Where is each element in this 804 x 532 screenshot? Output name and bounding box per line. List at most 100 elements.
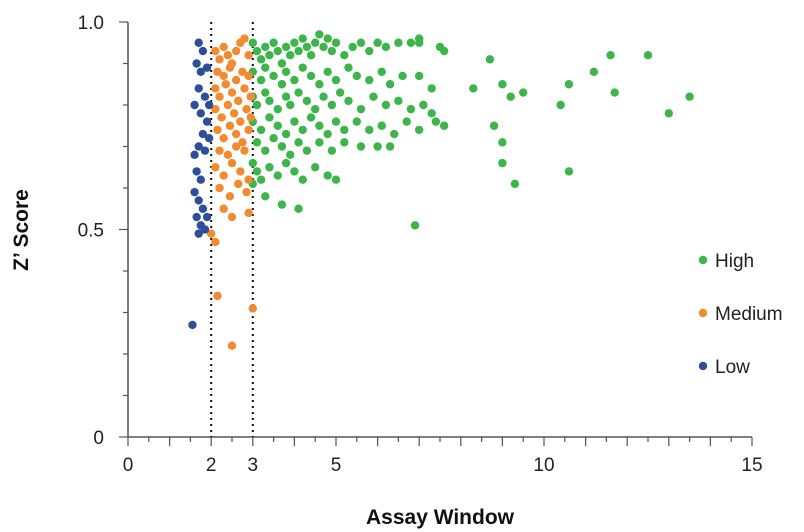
data-point <box>419 100 428 110</box>
data-point <box>213 125 222 135</box>
data-point <box>246 113 255 122</box>
data-point <box>489 121 499 130</box>
data-point <box>217 113 226 122</box>
data-point <box>244 125 253 135</box>
data-point <box>281 129 291 139</box>
data-point <box>315 138 324 147</box>
data-point <box>352 71 361 81</box>
data-point <box>211 237 220 247</box>
data-point <box>298 125 307 135</box>
data-point <box>215 146 224 155</box>
data-point <box>273 46 282 56</box>
data-point <box>498 80 507 89</box>
legend-label-medium: Medium <box>715 304 783 325</box>
data-point <box>215 55 224 64</box>
data-point <box>564 80 574 89</box>
reference-lines <box>210 22 254 437</box>
data-point <box>227 212 237 222</box>
data-point <box>207 229 216 238</box>
data-point <box>223 150 233 159</box>
data-point <box>431 117 441 126</box>
data-point <box>294 138 303 147</box>
data-point <box>385 80 395 89</box>
data-point <box>344 63 353 72</box>
data-point <box>298 34 307 43</box>
data-point <box>281 42 291 52</box>
axis-ticks <box>119 21 753 446</box>
data-point <box>221 80 230 89</box>
data-point <box>643 51 653 60</box>
data-point <box>286 100 295 110</box>
data-point <box>306 113 316 122</box>
data-point <box>315 80 324 89</box>
data-point <box>606 51 615 60</box>
data-point <box>196 67 205 77</box>
data-point <box>331 75 341 85</box>
data-point <box>238 67 247 77</box>
data-point <box>192 167 201 176</box>
data-point <box>225 192 235 201</box>
data-point <box>327 146 337 155</box>
data-point <box>319 42 328 52</box>
data-point <box>240 146 249 155</box>
x-tick-label: 2 <box>206 455 217 476</box>
data-point <box>196 109 205 118</box>
data-point <box>256 75 266 85</box>
data-point <box>402 117 411 126</box>
series-high <box>248 30 694 230</box>
data-point <box>211 104 220 114</box>
legend-label-low: Low <box>715 357 750 378</box>
data-point <box>348 42 357 52</box>
data-point <box>244 71 253 81</box>
x-tick-label: 0 <box>123 455 134 476</box>
data-point <box>261 42 270 52</box>
data-point <box>256 175 266 184</box>
data-point <box>277 200 287 209</box>
x-axis-title: Assay Window <box>366 506 515 529</box>
data-point <box>202 212 212 222</box>
data-point <box>261 63 270 72</box>
data-point <box>269 38 278 47</box>
data-point <box>261 88 270 97</box>
data-point <box>236 117 245 126</box>
data-point <box>219 42 228 52</box>
data-point <box>302 146 312 155</box>
data-point <box>610 88 619 97</box>
data-point <box>213 67 222 77</box>
data-point <box>256 55 266 64</box>
data-point <box>196 175 205 184</box>
legend-label-high: High <box>715 251 754 272</box>
data-point <box>227 341 237 350</box>
data-point <box>298 175 307 184</box>
y-axis-title: Z’ Score <box>10 189 33 271</box>
x-tick-label: 5 <box>331 455 342 476</box>
data-point <box>381 42 391 52</box>
data-point <box>215 183 224 193</box>
data-point <box>315 30 324 39</box>
data-point <box>281 158 291 168</box>
data-point <box>261 146 270 155</box>
data-point <box>352 117 361 126</box>
data-point <box>244 51 253 60</box>
data-point <box>256 125 266 135</box>
data-point <box>252 167 262 176</box>
data-point <box>564 167 574 176</box>
data-point <box>323 129 332 139</box>
series-medium <box>207 34 257 350</box>
data-point <box>469 84 478 93</box>
data-point <box>242 187 251 197</box>
data-point <box>242 104 251 114</box>
data-point <box>194 196 203 205</box>
data-point <box>231 129 241 139</box>
data-point <box>202 117 212 126</box>
data-point <box>340 51 349 60</box>
data-point <box>406 38 416 47</box>
x-tick-label: 10 <box>533 455 554 476</box>
data-point <box>306 71 316 81</box>
data-point <box>252 46 262 56</box>
data-point <box>227 88 237 97</box>
data-point <box>225 63 235 72</box>
data-point <box>225 121 235 130</box>
data-point <box>415 71 424 81</box>
data-point <box>240 84 249 93</box>
